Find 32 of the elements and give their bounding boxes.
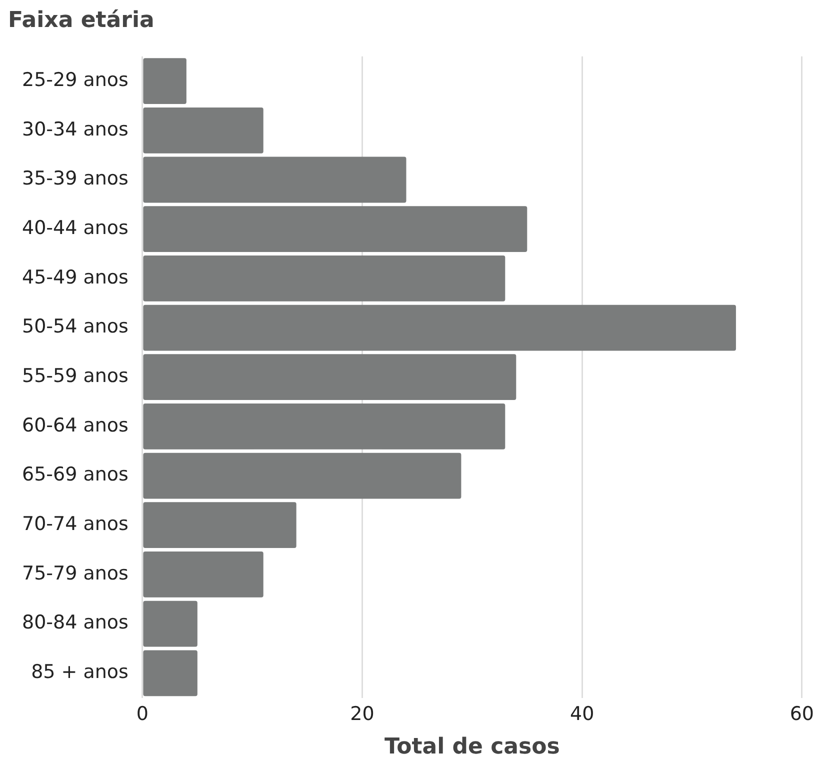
y-tick-label: 30-34 anos <box>22 118 128 140</box>
y-tick-label: 45-49 anos <box>22 266 128 288</box>
bar <box>143 107 264 154</box>
x-tick-label: 40 <box>570 703 594 726</box>
bar <box>143 206 528 252</box>
y-tick-label: 65-69 anos <box>22 464 128 486</box>
y-tick-label: 80-84 anos <box>22 612 128 634</box>
x-tick-label: 0 <box>136 703 149 726</box>
bar <box>143 650 198 696</box>
bar <box>143 304 736 351</box>
bar <box>143 452 462 499</box>
bar <box>143 403 506 450</box>
y-tick-label: 35-39 anos <box>22 168 128 190</box>
bar <box>143 354 516 400</box>
bar <box>143 58 186 104</box>
y-tick-label: 85 + anos <box>31 661 128 684</box>
bar <box>143 255 506 302</box>
y-tick-label: 75-79 anos <box>22 562 128 584</box>
y-tick-label: 60-64 anos <box>22 414 128 436</box>
x-tick-label: 60 <box>790 703 814 726</box>
bar <box>143 552 264 598</box>
bar <box>143 502 296 548</box>
chart-title: Faixa etária <box>8 8 154 33</box>
y-tick-label: 40-44 anos <box>22 217 128 240</box>
y-tick-label: 55-59 anos <box>22 365 128 388</box>
y-tick-label: 50-54 anos <box>22 316 128 338</box>
bar <box>143 600 198 647</box>
x-axis-title: Total de casos <box>384 734 560 760</box>
bar <box>143 156 406 203</box>
y-tick-label: 25-29 anos <box>22 69 128 92</box>
x-tick-label: 20 <box>350 703 374 726</box>
y-tick-label: 70-74 anos <box>22 513 128 536</box>
